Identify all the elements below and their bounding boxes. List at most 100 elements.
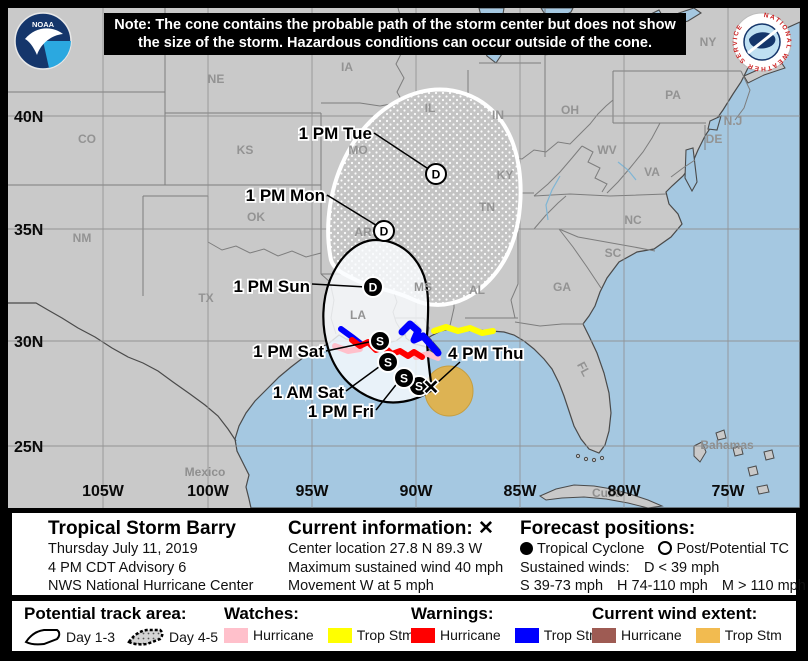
svg-text:SC: SC xyxy=(605,246,622,260)
svg-text:Cuba: Cuba xyxy=(592,486,622,500)
svg-text:Bahamas: Bahamas xyxy=(700,438,754,452)
note-line-2: the size of the storm. Hazardous conditi… xyxy=(137,35,652,51)
forecast-point-S: S xyxy=(369,330,391,352)
svg-text:75W: 75W xyxy=(712,483,746,500)
svg-text:CO: CO xyxy=(78,132,96,146)
svg-text:80W: 80W xyxy=(608,483,642,500)
forecast-positions-title: Forecast positions: xyxy=(520,518,696,539)
map-canvas: S S S S D xyxy=(8,7,801,509)
svg-text:35N: 35N xyxy=(14,222,43,239)
svg-text:1 PM Tue: 1 PM Tue xyxy=(299,124,372,143)
svg-text:PA: PA xyxy=(665,88,681,102)
legend-watches: Watches: Hurricane Trop Stm xyxy=(224,604,414,643)
svg-text:105W: 105W xyxy=(82,483,125,500)
noaa-logo: NOAA xyxy=(13,11,73,76)
svg-text:VA: VA xyxy=(644,165,660,179)
legend-warnings: Warnings: Hurricane Trop Stm xyxy=(411,604,601,643)
forecast-point-D-open: D xyxy=(373,220,395,242)
mexico-border xyxy=(8,302,237,442)
place-labels: Mexico Cuba Bahamas xyxy=(185,438,754,500)
movement: Movement W at 5 mph xyxy=(288,578,434,594)
tropstm-watch-swatch xyxy=(327,627,352,643)
forecast-positions: Forecast positions: Tropical Cyclone Post… xyxy=(520,518,806,596)
cone-day1-3 xyxy=(322,238,434,404)
svg-text:4 PM Thu: 4 PM Thu xyxy=(448,344,524,363)
svg-text:NC: NC xyxy=(624,213,642,227)
svg-text:90W: 90W xyxy=(400,483,434,500)
warnings-title: Warnings: xyxy=(411,604,494,623)
svg-text:TN: TN xyxy=(479,200,495,214)
svg-text:IN: IN xyxy=(492,108,504,122)
post-potential-label: Post/Potential TC xyxy=(676,541,790,557)
forecast-point-D-filled: D xyxy=(362,276,384,298)
hurricane-warning-segment xyxy=(349,337,425,360)
svg-text:S: S xyxy=(400,372,408,386)
svg-text:MO: MO xyxy=(348,143,367,157)
sustained-winds-label: Sustained winds: xyxy=(520,559,630,576)
tropical-cyclone-dot-icon xyxy=(520,542,533,555)
svg-text:NY: NY xyxy=(700,35,717,49)
track-time-labels: 1 PM Tue 1 PM Mon 1 PM Sun 1 PM Sat 1 AM… xyxy=(232,122,526,423)
hurricane-extent-label: Hurricane xyxy=(621,627,682,643)
svg-text:95W: 95W xyxy=(296,483,330,500)
wind-cat-d: D < 39 mph xyxy=(644,559,720,576)
tropstm-extent-swatch xyxy=(695,627,720,643)
storm-date: Thursday July 11, 2019 xyxy=(48,541,198,557)
svg-text:100W: 100W xyxy=(187,483,230,500)
tropstm-watch-label: Trop Stm xyxy=(356,627,414,643)
day45-label: Day 4-5 xyxy=(169,629,219,645)
noaa-bird-icon xyxy=(25,28,63,55)
svg-text:FL: FL xyxy=(574,359,593,379)
svg-text:KS: KS xyxy=(237,143,254,157)
svg-text:N.J: N.J xyxy=(724,114,743,128)
svg-text:30N: 30N xyxy=(14,334,43,351)
forecast-point-S: S xyxy=(393,367,415,389)
storm-advisory: 4 PM CDT Advisory 6 xyxy=(48,559,187,576)
svg-text:AL: AL xyxy=(469,283,485,297)
svg-text:D: D xyxy=(432,168,441,182)
wind-extent-title: Current wind extent: xyxy=(592,604,758,623)
storm-title: Tropical Storm Barry xyxy=(48,518,236,539)
forecast-points: S S S S D xyxy=(362,163,447,401)
label-leaders xyxy=(311,132,461,411)
svg-text:OK: OK xyxy=(247,210,265,224)
cone-day13-icon xyxy=(24,629,61,646)
svg-text:NOAA: NOAA xyxy=(32,20,55,29)
forecast-point-D-open: D xyxy=(425,163,447,185)
tropstm-warning-label: Trop Stm xyxy=(543,627,601,643)
svg-text:AR: AR xyxy=(354,225,372,239)
forecast-map: S S S S D xyxy=(8,7,801,509)
storm-agency: NWS National Hurricane Center xyxy=(48,578,254,594)
wind-cat-m: M > 110 mph xyxy=(721,578,806,594)
storm-summary: Tropical Storm Barry Thursday July 11, 2… xyxy=(48,518,254,596)
svg-text:DE: DE xyxy=(706,132,723,146)
tropstm-warning-swatch xyxy=(514,627,539,643)
bahamas-islands xyxy=(693,429,775,495)
svg-text:IA: IA xyxy=(341,60,353,74)
svg-text:Mexico: Mexico xyxy=(185,465,226,479)
legend-wind-extent: Current wind extent: Hurricane Trop Stm xyxy=(592,604,782,643)
cone-disclaimer-note: Note: The cone contains the probable pat… xyxy=(104,13,686,55)
nws-logo: NATIONAL WEATHER SERVICE xyxy=(731,11,793,78)
tropical-cyclone-label: Tropical Cyclone xyxy=(537,541,645,557)
svg-text:1 PM Sun: 1 PM Sun xyxy=(233,277,310,296)
svg-text:IL: IL xyxy=(425,101,436,115)
state-labels: NE IA IL IN OH PA NY CO KS MO KY WV VA N… xyxy=(73,35,743,379)
svg-text:S: S xyxy=(376,335,384,349)
svg-text:1 PM Mon: 1 PM Mon xyxy=(246,186,325,205)
svg-text:MS: MS xyxy=(414,280,432,294)
svg-text:S: S xyxy=(384,356,392,370)
note-line-1: Note: The cone contains the probable pat… xyxy=(114,17,676,33)
cone-day45-icon xyxy=(127,628,164,646)
hurricane-warning-label: Hurricane xyxy=(440,627,501,643)
svg-text:TX: TX xyxy=(198,291,213,305)
hurricane-watch-label: Hurricane xyxy=(253,627,314,643)
svg-text:1 PM Sat: 1 PM Sat xyxy=(253,342,324,361)
wind-cat-h: H 74-110 mph xyxy=(617,578,708,594)
track-area-title: Potential track area: xyxy=(24,604,187,623)
hurricane-watch-swatch xyxy=(224,627,248,643)
svg-text:OH: OH xyxy=(561,103,579,117)
tropstm-warning-segment xyxy=(398,320,442,357)
graticule-labels: 40N 35N 30N 25N 105W 100W 95W 90W 85W 80… xyxy=(14,109,745,500)
svg-text:NE: NE xyxy=(208,72,225,86)
